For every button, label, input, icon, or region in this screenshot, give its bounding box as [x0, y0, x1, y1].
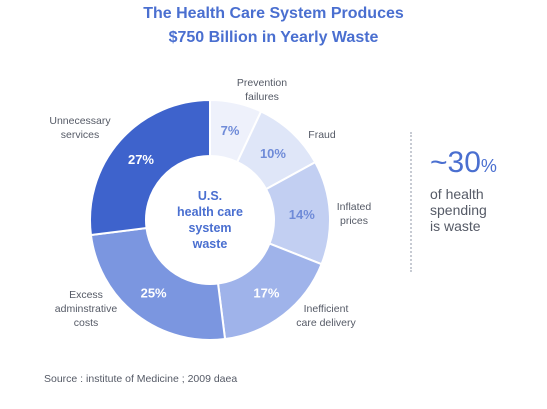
category-label-5: Excess adminstrative costs	[55, 289, 118, 329]
category-label-1-line-1: Prevention	[237, 77, 287, 89]
chart-title-line-2: $750 Billion in Yearly Waste	[168, 29, 379, 46]
waste-stat-description-line-1: of health	[430, 186, 484, 202]
category-label-4: Inefficient care delivery	[296, 303, 356, 329]
slice-value-label-3: 14%	[289, 207, 315, 222]
category-label-2: Fraud	[308, 129, 336, 141]
slice-value-label-5: 25%	[141, 286, 167, 301]
donut-center-label: U.S. health care system waste	[177, 189, 243, 251]
category-label-3-line-1: Inflated	[337, 201, 372, 213]
slice-value-label-6: 27%	[128, 152, 154, 167]
category-label-4-line-2: care delivery	[296, 317, 356, 329]
center-label-line-1: U.S.	[198, 189, 222, 203]
chart-title: The Health Care System Produces $750 Bil…	[0, 2, 547, 50]
category-label-2-line-1: Fraud	[308, 129, 336, 141]
slice-value-label-1: 7%	[221, 123, 240, 138]
category-label-3: Inflated prices	[337, 201, 372, 227]
category-label-1: Prevention failures	[237, 77, 287, 103]
waste-stat-description-line-3: is waste	[430, 218, 481, 234]
waste-stat-value: ~30	[430, 146, 481, 179]
category-label-4-line-1: Inefficient	[304, 303, 349, 315]
donut-slice-5	[89, 226, 227, 341]
vertical-divider	[410, 132, 412, 272]
category-label-5-line-3: costs	[74, 317, 99, 329]
category-label-5-line-2: adminstrative	[55, 303, 118, 315]
source-note: Source : institute of Medicine ; 2009 da…	[44, 373, 238, 385]
category-label-6: Unnecessary services	[49, 115, 111, 141]
center-label-line-3: system	[188, 221, 231, 235]
waste-stat-description-line-2: spending	[430, 202, 487, 218]
waste-stat-unit: %	[480, 156, 497, 176]
slice-value-label-2: 10%	[260, 146, 286, 161]
waste-stat: ~30%	[430, 146, 497, 183]
category-label-6-line-2: services	[61, 129, 100, 141]
waste-stat-description: of health spending is waste	[430, 186, 540, 234]
chart-title-line-1: The Health Care System Produces	[143, 5, 404, 22]
center-label-line-4: waste	[192, 237, 228, 251]
category-label-5-line-1: Excess	[69, 289, 103, 301]
category-label-1-line-2: failures	[245, 91, 279, 103]
category-label-6-line-1: Unnecessary	[49, 115, 111, 127]
slice-value-label-4: 17%	[253, 286, 279, 301]
category-label-3-line-2: prices	[340, 215, 368, 227]
center-label-line-2: health care	[177, 205, 243, 219]
donut-slice-6	[89, 98, 211, 237]
